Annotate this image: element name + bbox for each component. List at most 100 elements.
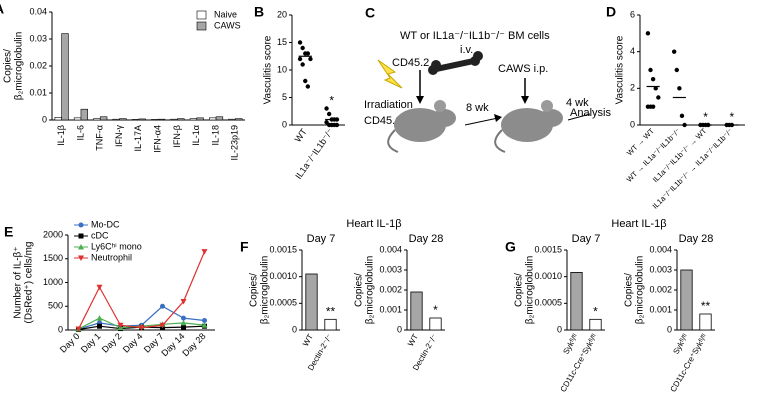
y-tick-label: 0 — [292, 324, 297, 334]
point — [326, 111, 332, 117]
x-tick-label: WT — [293, 126, 310, 144]
y-axis-label: Copies/ — [354, 273, 365, 307]
marker — [201, 322, 208, 328]
y-tick-label: 0.0015 — [269, 244, 297, 254]
legend-label: Naive — [214, 9, 237, 19]
y-tick-label: 0.01 — [29, 87, 47, 97]
legend-marker — [78, 244, 84, 250]
y-tick-label: 0.003 — [649, 264, 672, 274]
significance: * — [730, 110, 735, 124]
y-axis-label: β₂microglobulin — [14, 32, 25, 101]
bar — [170, 118, 178, 121]
point — [677, 86, 682, 91]
y-axis-label: Vasculitis score — [263, 35, 274, 104]
bar — [429, 317, 442, 331]
bar — [80, 108, 89, 121]
point — [671, 49, 677, 54]
x-tick-label: Day 28 — [180, 331, 207, 358]
point — [645, 31, 651, 36]
bar — [131, 119, 140, 121]
diagram: C WT or IL1a⁻/⁻IL1b⁻/⁻ BM cells i.v. CD4… — [364, 5, 611, 153]
chart-subtitle: Day 28 — [409, 233, 444, 245]
bar — [570, 271, 583, 331]
y-tick-label: 0 — [282, 119, 287, 129]
y-axis-label: Copies/ — [249, 273, 260, 307]
bar — [99, 116, 108, 121]
y-tick-label: 0 — [397, 324, 402, 334]
bar — [235, 118, 243, 121]
marker — [160, 303, 165, 309]
marker — [180, 319, 187, 326]
y-tick-label: 15 — [277, 37, 287, 47]
marker — [159, 322, 166, 329]
panel-letter: D — [606, 4, 616, 20]
y-tick-label: 0.02 — [29, 60, 47, 70]
y-axis-label: (DsRed⁺) cells/mg — [24, 242, 35, 324]
bar — [112, 118, 120, 121]
x-tick-label: IFN-α4 — [153, 125, 163, 153]
legend-swatch — [196, 21, 207, 31]
arrowhead — [494, 114, 502, 122]
x-tick-label: CD11c-Cre⁺Sykᶠˡ/ᶠˡ — [559, 333, 599, 394]
x-tick-label: WT — [406, 332, 420, 347]
y-tick-label: 0.0005 — [269, 298, 297, 308]
point — [303, 78, 308, 84]
y-axis-label: β₂microglobulin — [365, 256, 376, 325]
point — [324, 120, 329, 125]
y-tick-label: 1500 — [43, 253, 63, 263]
y-tick-label: 0.001 — [649, 304, 672, 314]
point — [682, 122, 687, 128]
bar — [228, 118, 236, 121]
panel-letter: F — [240, 239, 249, 255]
point — [300, 45, 305, 51]
arrowhead — [416, 96, 424, 104]
point — [653, 86, 658, 91]
y-axis-label: Vasculitis score — [615, 35, 626, 104]
mouse-1 — [387, 100, 456, 153]
y-axis-label: Number of IL-β⁺ — [13, 246, 24, 318]
x-tick-label: Sykᶠˡ/ᶠˡ — [561, 333, 580, 356]
bar — [589, 318, 602, 331]
legend-label: Neutrophil — [91, 252, 132, 262]
y-tick-label: 0 — [630, 119, 635, 129]
point — [324, 106, 329, 111]
y-axis-label: Copies/ — [3, 49, 14, 83]
point — [656, 95, 661, 100]
panel-letter: A — [0, 1, 4, 17]
x-tick-label: IFN-β — [172, 125, 182, 148]
x-tick-label: IL-18 — [210, 125, 220, 146]
marker — [201, 249, 208, 255]
y-tick-label: 0 — [58, 324, 63, 334]
point — [650, 104, 656, 109]
y-tick-label: 2 — [630, 83, 635, 93]
bar — [215, 116, 224, 121]
y-tick-label: 20 — [277, 9, 287, 19]
bar — [305, 273, 318, 331]
significance: ** — [701, 299, 711, 313]
marker — [96, 284, 103, 291]
y-tick-label: 10 — [277, 64, 287, 74]
marker — [202, 318, 207, 323]
y-axis-label: β₂microglobulin — [260, 256, 271, 325]
point — [648, 67, 653, 73]
irradiation-label: Irradiation — [364, 99, 413, 111]
y-tick-label: 0.004 — [649, 244, 672, 254]
bone — [428, 51, 483, 75]
panel-letter: G — [505, 239, 516, 255]
challenge-label: CAWS i.p. — [498, 63, 548, 75]
legend-marker — [78, 222, 84, 228]
marker — [180, 299, 187, 305]
y-tick-label: 5 — [282, 92, 287, 102]
interval-label: 4 wk — [566, 97, 589, 109]
y-tick-label: 0.003 — [379, 264, 402, 274]
y-tick-label: 0.001 — [379, 304, 402, 314]
legend-marker — [78, 255, 84, 261]
marker — [96, 315, 103, 321]
legend-marker — [78, 233, 84, 239]
arrowhead — [521, 96, 529, 104]
bar — [54, 117, 62, 121]
bar — [196, 117, 204, 121]
marker — [138, 325, 145, 331]
x-tick-label: IL-17A — [133, 125, 143, 152]
y-tick-label: 0.0005 — [534, 298, 562, 308]
